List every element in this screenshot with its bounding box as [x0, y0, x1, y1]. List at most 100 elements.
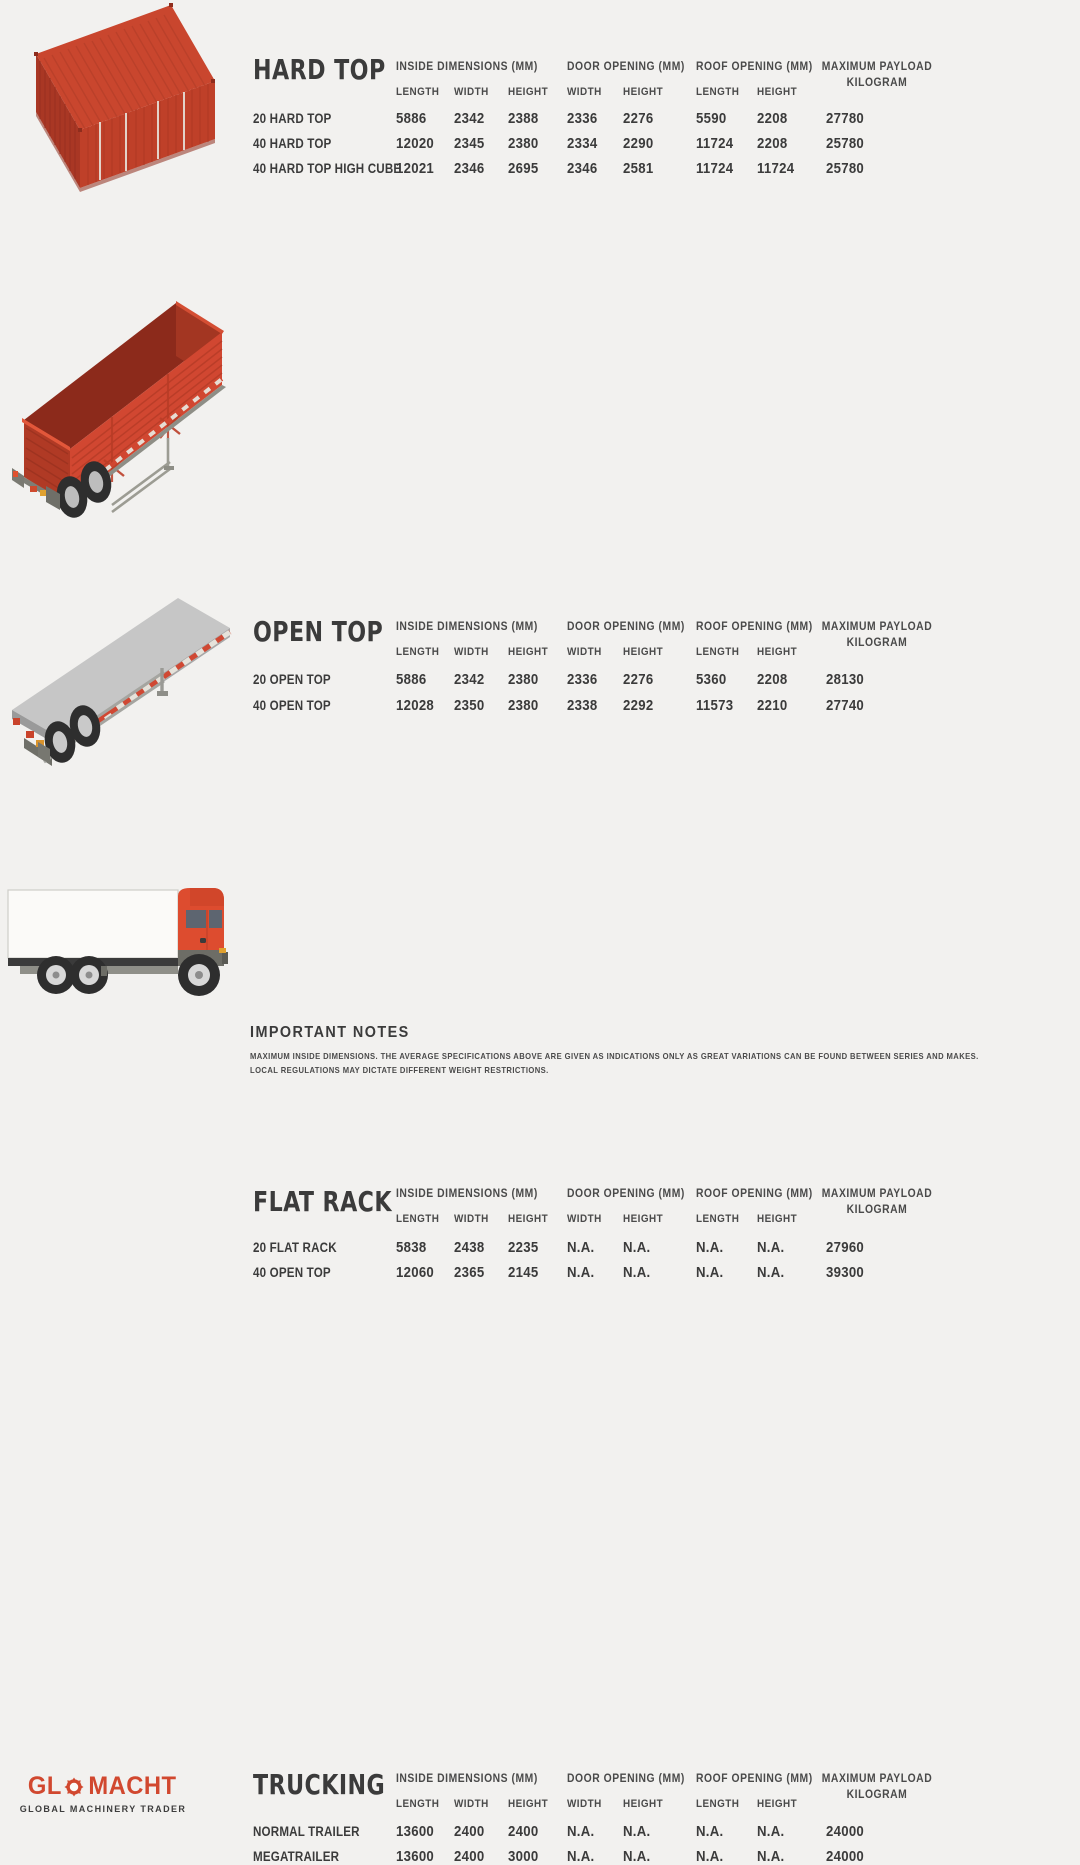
cell-payload: 27740: [826, 697, 865, 714]
cell-inside-length: 12021: [396, 160, 435, 177]
subheader-roof-length: LENGTH: [696, 1798, 740, 1810]
cell-payload: 27960: [826, 1239, 865, 1256]
cell-payload: 25780: [826, 160, 865, 177]
subheader-roof-length: LENGTH: [696, 646, 740, 658]
cell-roof-length: 5360: [696, 671, 727, 688]
cell-roof-height: N.A.: [757, 1823, 785, 1840]
cell-door-width: 2336: [567, 671, 598, 688]
cell-payload: 24000: [826, 1823, 865, 1840]
shipping-container-icon: [34, 3, 215, 192]
group-header-inside: INSIDE DIMENSIONS (MM): [396, 61, 538, 73]
cell-inside-height: 2235: [508, 1239, 539, 1256]
cell-roof-height: N.A.: [757, 1848, 785, 1865]
section-title: FLAT RACK: [253, 1185, 392, 1218]
subheader-door-width: WIDTH: [567, 86, 602, 98]
cell-inside-length: 5838: [396, 1239, 427, 1256]
table-row: NORMAL TRAILER: [253, 1824, 360, 1839]
group-header-payload-line1: MAXIMUM PAYLOAD: [821, 621, 933, 633]
group-header-inside: INSIDE DIMENSIONS (MM): [396, 1188, 538, 1200]
hard-top-illustration: [0, 0, 250, 220]
subheader-inside-length: LENGTH: [396, 86, 440, 98]
subheader-roof-height: HEIGHT: [757, 1213, 798, 1225]
cell-inside-height: 2695: [508, 160, 539, 177]
group-header-roof: ROOF OPENING (MM): [696, 621, 813, 633]
gear-icon: [64, 1776, 85, 1797]
group-header-inside: INSIDE DIMENSIONS (MM): [396, 621, 538, 633]
open-top-trailer-icon: [12, 301, 226, 518]
section-open-top: OPEN TOP INSIDE DIMENSIONS (MM) DOOR OPE…: [0, 285, 1080, 714]
cell-roof-length: 5590: [696, 110, 727, 127]
cell-door-width: 2338: [567, 697, 598, 714]
cell-inside-width: 2342: [454, 110, 485, 127]
notes-line-2: LOCAL REGULATIONS MAY DICTATE DIFFERENT …: [250, 1065, 549, 1075]
subheader-inside-height: HEIGHT: [508, 1798, 549, 1810]
cell-payload: 28130: [826, 671, 865, 688]
cell-door-width: 2336: [567, 110, 598, 127]
group-header-payload-line1: MAXIMUM PAYLOAD: [821, 1188, 933, 1200]
cell-roof-length: 11724: [696, 135, 734, 152]
cell-roof-height: N.A.: [757, 1264, 785, 1281]
cell-inside-width: 2400: [454, 1823, 485, 1840]
subheader-door-height: HEIGHT: [623, 86, 664, 98]
subheader-door-height: HEIGHT: [623, 1798, 664, 1810]
cell-roof-height: 2208: [757, 671, 788, 688]
subheader-inside-width: WIDTH: [454, 86, 489, 98]
glomacht-logo: GL MACHT GL: [20, 1774, 185, 1814]
cell-inside-height: 2400: [508, 1823, 539, 1840]
table-row: 20 OPEN TOP: [253, 672, 331, 687]
group-header-payload-line2: KILOGRAM: [846, 637, 908, 649]
table-row: 40 OPEN TOP: [253, 698, 331, 713]
cell-inside-length: 12020: [396, 135, 435, 152]
table-row: MEGATRAILER: [253, 1849, 340, 1864]
group-header-payload-line1: MAXIMUM PAYLOAD: [821, 1773, 933, 1785]
subheader-door-width: WIDTH: [567, 1798, 602, 1810]
cell-inside-width: 2346: [454, 160, 485, 177]
subheader-inside-width: WIDTH: [454, 646, 489, 658]
cell-roof-height: 2208: [757, 135, 788, 152]
cell-payload: 39300: [826, 1264, 865, 1281]
flat-rack-illustration: [0, 590, 250, 795]
cell-inside-height: 2145: [508, 1264, 539, 1281]
subheader-inside-width: WIDTH: [454, 1213, 489, 1225]
group-header-door: DOOR OPENING (MM): [567, 621, 685, 633]
cell-roof-height: N.A.: [757, 1239, 785, 1256]
cell-inside-length: 12060: [396, 1264, 435, 1281]
subheader-roof-height: HEIGHT: [757, 646, 798, 658]
table-row: 40 HARD TOP HIGH CUBE: [253, 161, 402, 176]
group-header-payload-line2: KILOGRAM: [846, 1789, 908, 1801]
cell-door-width: N.A.: [567, 1823, 595, 1840]
cell-door-width: N.A.: [567, 1239, 595, 1256]
section-flat-rack: FLAT RACK INSIDE DIMENSIONS (MM) DOOR OP…: [0, 570, 1080, 1281]
cell-inside-length: 5886: [396, 110, 427, 127]
subheader-roof-height: HEIGHT: [757, 86, 798, 98]
cell-door-height: 2290: [623, 135, 654, 152]
cell-roof-height: 2208: [757, 110, 788, 127]
group-header-roof: ROOF OPENING (MM): [696, 61, 813, 73]
logo-text-part2: MACHT: [88, 1772, 177, 1800]
section-title: TRUCKING: [253, 1768, 386, 1801]
cell-inside-width: 2365: [454, 1264, 485, 1281]
group-header-door: DOOR OPENING (MM): [567, 1188, 685, 1200]
cell-door-height: N.A.: [623, 1264, 651, 1281]
cell-roof-length: N.A.: [696, 1264, 724, 1281]
cell-door-width: N.A.: [567, 1264, 595, 1281]
cell-roof-length: N.A.: [696, 1848, 724, 1865]
cell-roof-length: N.A.: [696, 1823, 724, 1840]
table-row: 40 HARD TOP: [253, 136, 332, 151]
cell-inside-height: 2380: [508, 697, 539, 714]
trucking-illustration: [0, 880, 250, 1015]
cell-roof-height: 11724: [757, 160, 795, 177]
cell-door-height: 2276: [623, 671, 654, 688]
subheader-roof-length: LENGTH: [696, 86, 740, 98]
group-header-payload-line1: MAXIMUM PAYLOAD: [821, 61, 933, 73]
cell-roof-height: 2210: [757, 697, 788, 714]
cell-roof-length: N.A.: [696, 1239, 724, 1256]
subheader-door-width: WIDTH: [567, 1213, 602, 1225]
logo-wordmark: GL MACHT: [27, 1774, 179, 1799]
logo-text-part1: GL: [27, 1772, 62, 1800]
cell-inside-length: 5886: [396, 671, 427, 688]
subheader-inside-height: HEIGHT: [508, 1213, 549, 1225]
cell-inside-height: 3000: [508, 1848, 539, 1865]
cell-door-height: N.A.: [623, 1823, 651, 1840]
